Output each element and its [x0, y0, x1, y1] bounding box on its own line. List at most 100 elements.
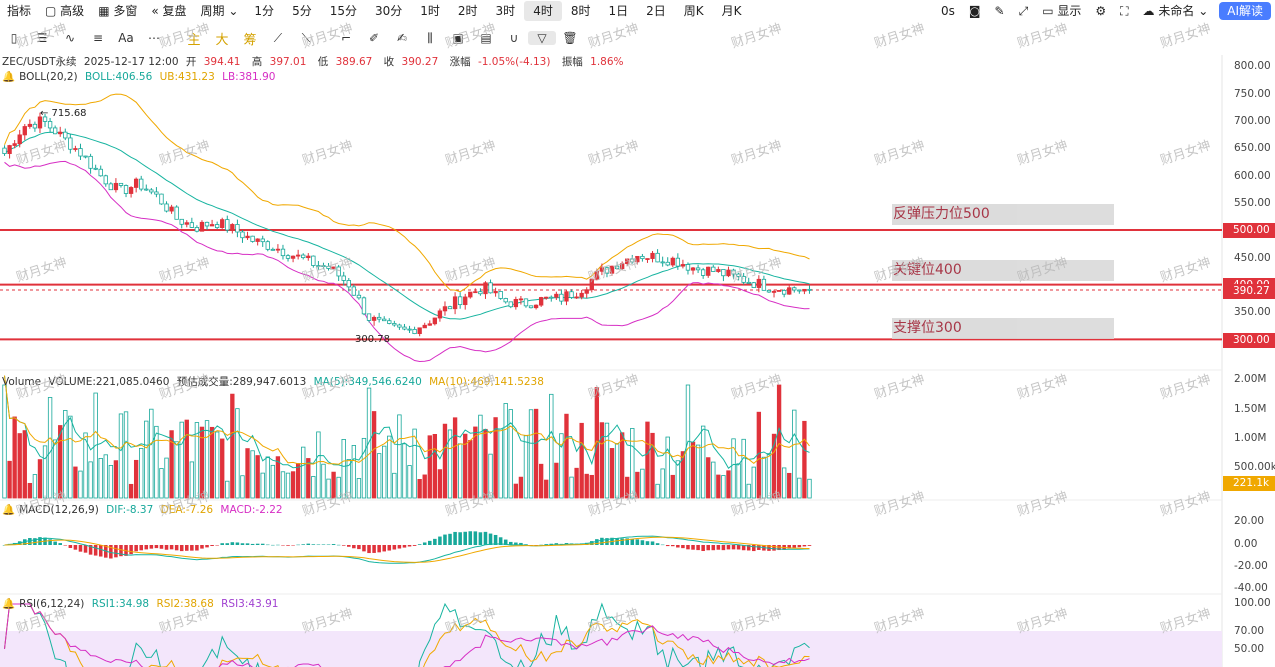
- boll-lb: LB:381.90: [222, 71, 276, 83]
- macd-bar: [78, 545, 83, 552]
- volume-bar: [270, 464, 276, 499]
- trash-icon[interactable]: 🗑: [562, 31, 578, 45]
- timeframe-tab[interactable]: 3时: [495, 4, 516, 18]
- candles-icon[interactable]: ⫼: [427, 30, 433, 45]
- price-tag-close: 390.27: [1223, 284, 1275, 299]
- volume-bar: [113, 460, 119, 499]
- candle-body: [766, 289, 772, 293]
- rsi-info: 🔔 RSI(6,12,24) RSI1:34.98 RSI2:38.68 RSI3…: [2, 597, 282, 610]
- timeframe-tab[interactable]: 2时: [457, 4, 478, 18]
- timeframe-tab[interactable]: 月K: [721, 4, 742, 18]
- replay-button[interactable]: « 复盘: [144, 1, 193, 21]
- macd-bar: [179, 545, 184, 552]
- volume-bar: [260, 472, 265, 499]
- multi-window-button[interactable]: ▦ 多窗: [91, 1, 144, 21]
- main-force-button[interactable]: 主: [187, 32, 201, 48]
- macd-bar: [316, 544, 321, 546]
- timeframe-tab[interactable]: 1时: [420, 4, 440, 18]
- volume-info: Volume VOLUME:221,085.0460 预估成交量:289,947…: [2, 374, 548, 389]
- volume-bar: [523, 435, 529, 499]
- settings-icon[interactable]: ⚙: [1095, 4, 1107, 18]
- candle-type-icon[interactable]: ▯: [10, 31, 18, 45]
- candle-body: [316, 265, 321, 267]
- volume-estimate: 预估成交量:289,947.6013: [176, 376, 307, 388]
- text-tool-button[interactable]: Aa: [118, 31, 134, 45]
- volume-bar: [17, 433, 22, 499]
- volume-bar: [569, 476, 574, 499]
- macd-bar: [650, 541, 655, 545]
- pen-icon[interactable]: ✎: [994, 4, 1005, 18]
- macd-bar: [458, 532, 462, 545]
- indicators-button[interactable]: 指标: [7, 4, 32, 18]
- macd-bar: [392, 545, 397, 550]
- macd-bar: [321, 544, 326, 545]
- expand-icon[interactable]: ⤢: [1018, 4, 1029, 18]
- big-order-button[interactable]: 大: [215, 32, 229, 48]
- chip-button[interactable]: 筹: [243, 32, 257, 48]
- crop-icon[interactable]: ⌐: [340, 31, 352, 45]
- candle-body: [792, 287, 797, 291]
- filter-icon[interactable]: ▽: [528, 31, 556, 45]
- trend-tool-icon[interactable]: ⟋: [273, 30, 283, 45]
- timeframe-tab[interactable]: 2日: [646, 4, 666, 18]
- image-icon[interactable]: ▤: [480, 31, 492, 45]
- display-button[interactable]: ▭ 显示: [1035, 1, 1088, 21]
- macd-bar: [448, 533, 452, 545]
- timeframe-tab[interactable]: 5分: [292, 4, 312, 18]
- volume-bar: [290, 471, 296, 499]
- fullscreen-icon[interactable]: ⛶: [1120, 4, 1129, 18]
- volume-bar: [726, 470, 731, 499]
- macd-bar: [210, 545, 214, 546]
- candle-body: [432, 317, 438, 325]
- candle-body: [700, 269, 706, 276]
- box-icon[interactable]: ▣: [452, 31, 464, 45]
- indicator-icon[interactable]: ∿: [64, 31, 76, 45]
- period-dropdown[interactable]: 周期 ⌄: [194, 1, 246, 21]
- advanced-button[interactable]: ▢ 高级: [38, 1, 91, 21]
- ruler-icon[interactable]: ⟍: [301, 30, 311, 45]
- timeframe-tab[interactable]: 4时: [524, 1, 562, 21]
- macd-bar: [205, 545, 209, 548]
- bell-icon[interactable]: 🔔: [2, 598, 16, 610]
- timeframe-tab[interactable]: 30分: [374, 4, 403, 18]
- timeframe-tab[interactable]: 15分: [329, 4, 357, 18]
- volume-bar: [807, 478, 812, 499]
- list-icon[interactable]: ☰: [36, 31, 48, 45]
- candle-body: [346, 280, 351, 288]
- volume-bar: [559, 433, 564, 499]
- bell-icon[interactable]: 🔔: [2, 71, 16, 83]
- sliders-icon[interactable]: ≡: [92, 31, 104, 45]
- candle-body: [478, 291, 483, 295]
- volume-bar: [184, 419, 189, 499]
- macd-bar: [109, 545, 113, 559]
- timeframe-tab[interactable]: 8时: [570, 4, 591, 18]
- volume-bar: [655, 483, 660, 499]
- volume-bar: [88, 461, 93, 499]
- macd-bar: [306, 543, 311, 545]
- camera-icon[interactable]: ◙: [968, 4, 981, 18]
- macd-bar: [230, 542, 235, 545]
- candle-body: [594, 270, 600, 280]
- candle-body: [721, 269, 726, 277]
- macd-info: 🔔 MACD(12,26,9) DIF:-8.37 DEA:-7.26 MACD:…: [2, 503, 287, 516]
- candle-body: [37, 116, 43, 129]
- layout-name-dropdown[interactable]: ☁ 未命名 ⌄: [1142, 4, 1209, 18]
- volume-bar: [58, 425, 63, 499]
- timeframe-tab[interactable]: 1日: [608, 4, 629, 18]
- boll-ub: UB:431.23: [159, 71, 215, 83]
- timeframe-tab[interactable]: 周K: [683, 4, 704, 18]
- macd-bar: [33, 538, 37, 545]
- candle-body: [609, 265, 615, 274]
- candle-body: [52, 127, 58, 135]
- bell-icon[interactable]: 🔔: [2, 504, 16, 516]
- display-label: 显示: [1057, 4, 1082, 18]
- low-label: 低: [317, 56, 329, 68]
- more-icon[interactable]: ⋯: [148, 31, 160, 45]
- ai-interpret-button[interactable]: AI解读: [1219, 2, 1271, 20]
- magnet-icon[interactable]: ∪: [509, 31, 519, 45]
- brush-icon[interactable]: ✍: [396, 31, 408, 45]
- pencil-icon[interactable]: ✐: [368, 31, 380, 45]
- timeframe-tab[interactable]: 1分: [254, 4, 275, 18]
- volume-bar: [513, 483, 519, 499]
